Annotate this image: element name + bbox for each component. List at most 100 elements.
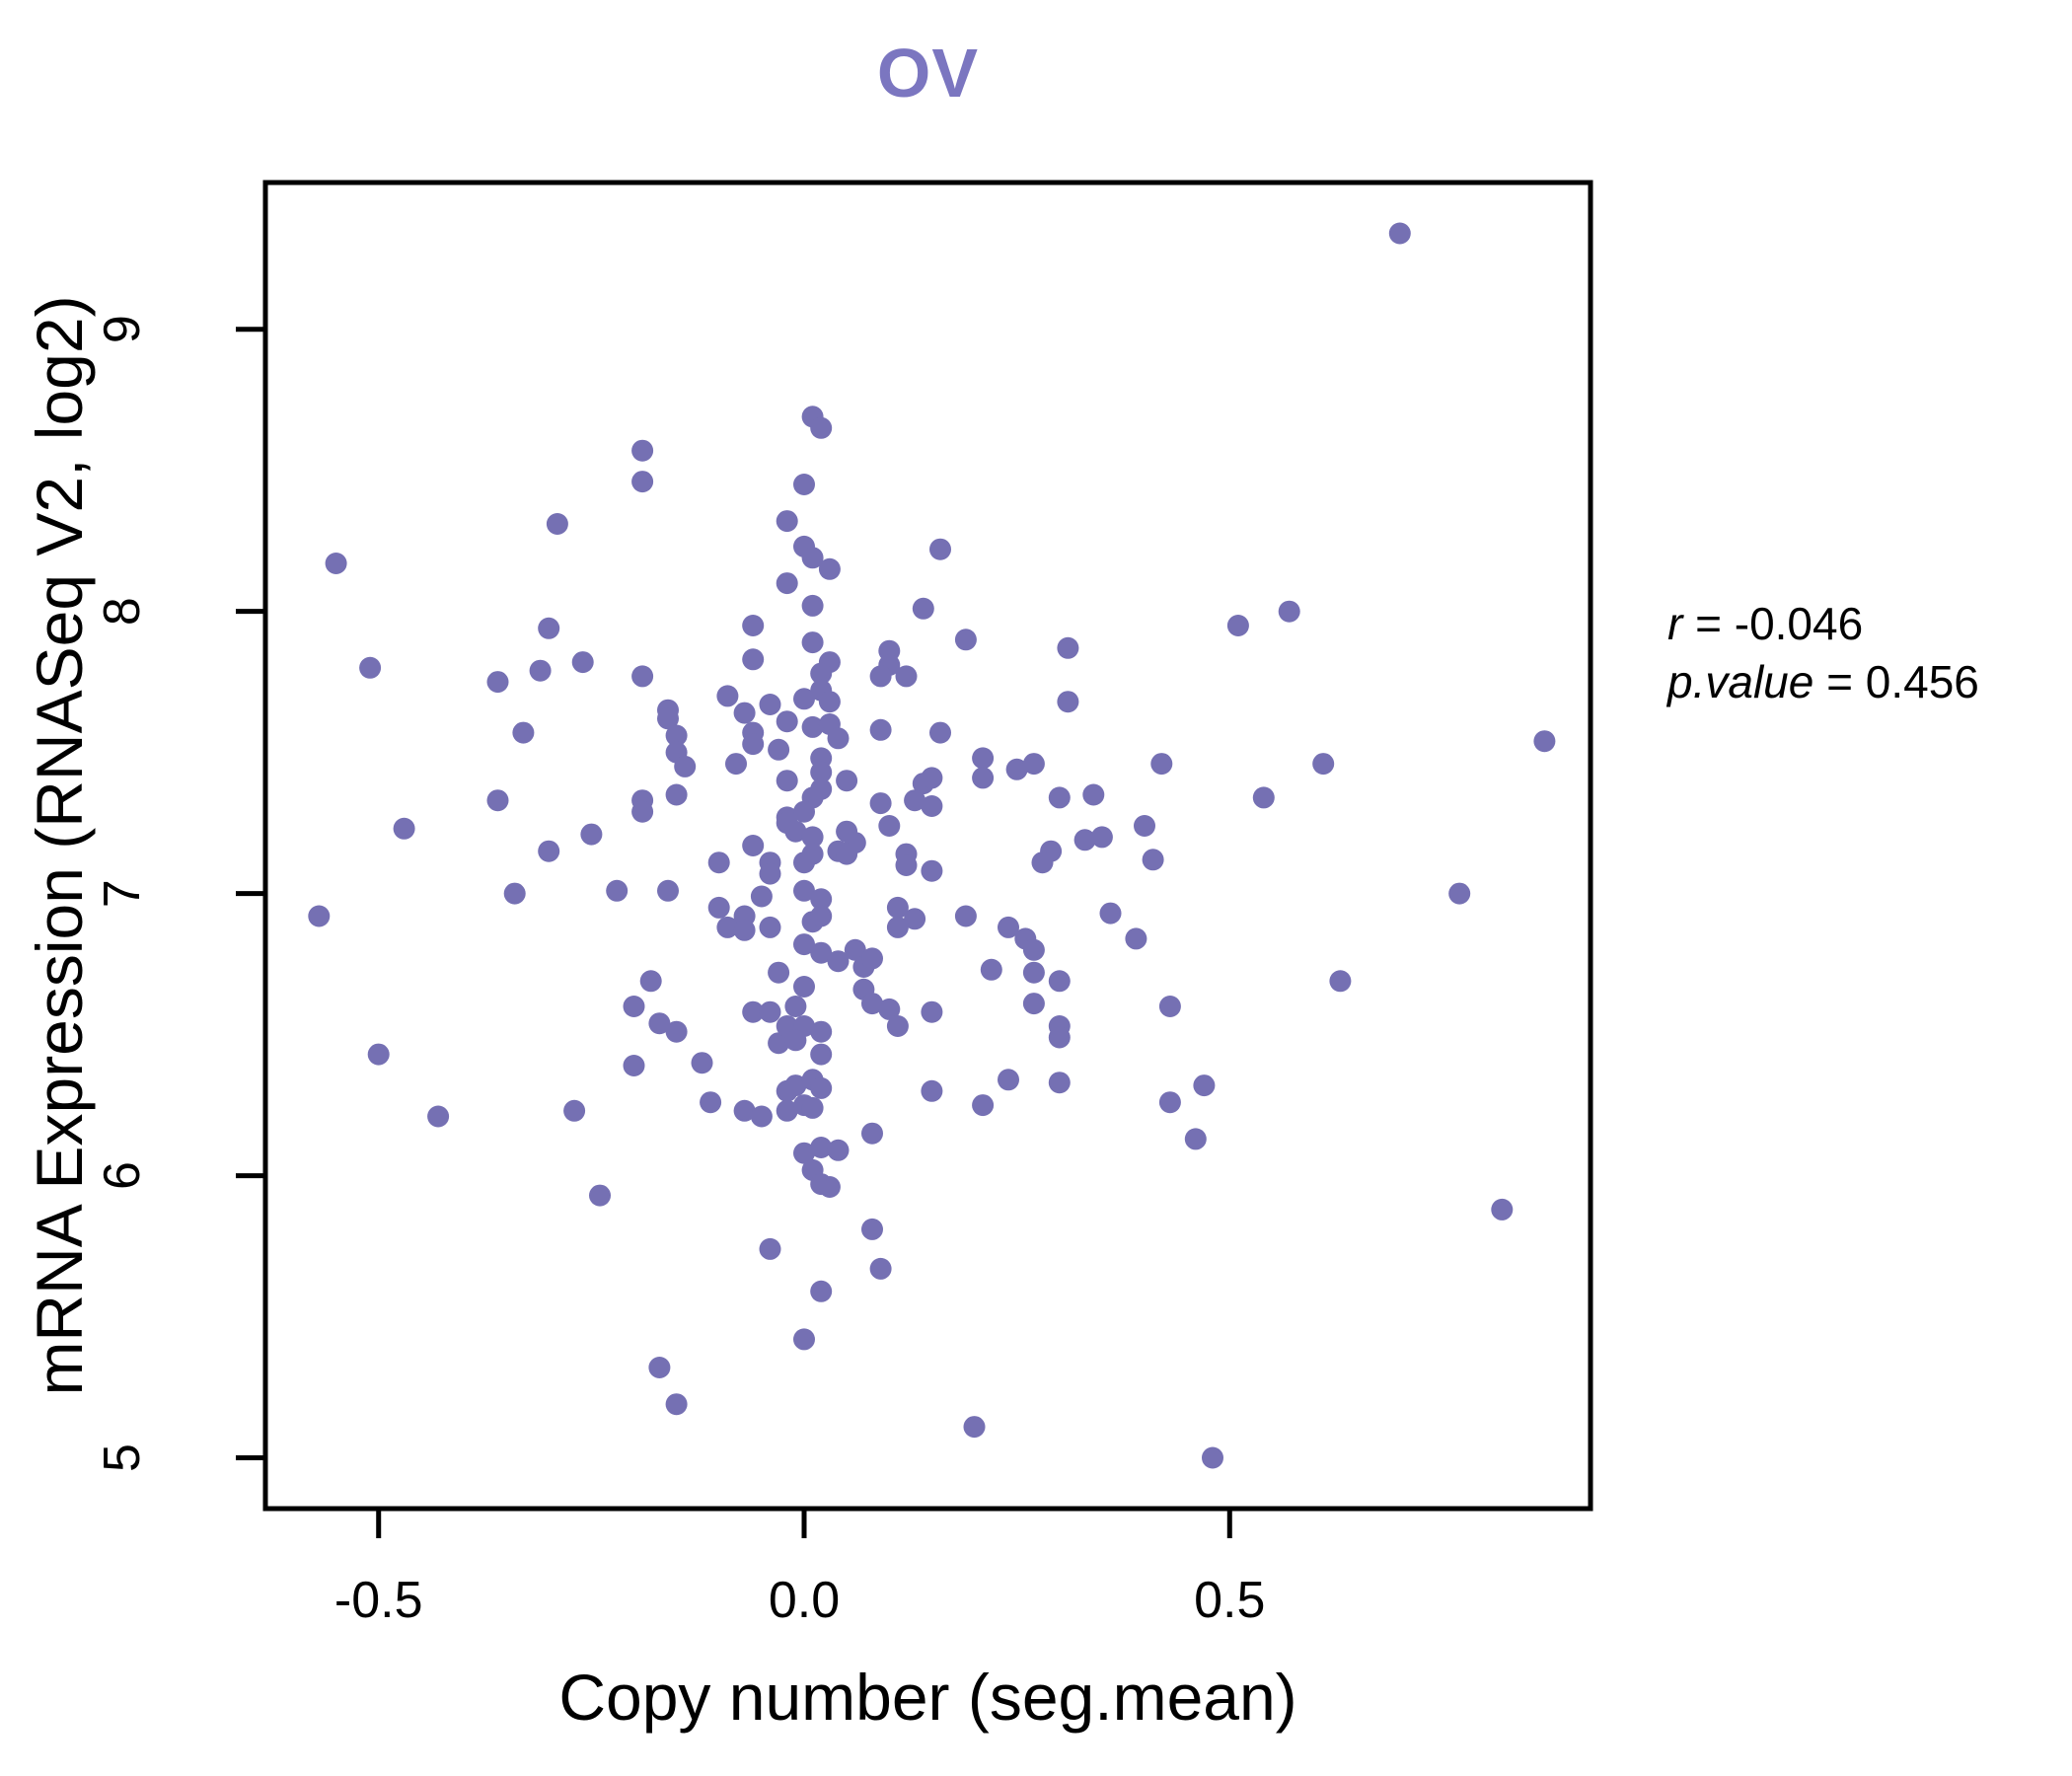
- data-point: [869, 665, 892, 688]
- data-point: [793, 688, 815, 710]
- data-point: [998, 1069, 1019, 1091]
- data-point: [776, 710, 798, 733]
- data-point: [538, 840, 560, 862]
- data-point: [886, 916, 909, 938]
- y-tick-label: 8: [94, 597, 151, 626]
- data-point: [742, 615, 765, 636]
- data-point: [571, 651, 594, 674]
- data-point: [1158, 1091, 1181, 1114]
- data-point: [827, 1139, 850, 1161]
- data-point: [793, 1328, 815, 1351]
- data-point: [750, 885, 773, 908]
- data-point: [1082, 783, 1105, 806]
- data-point: [486, 671, 509, 694]
- data-point: [1312, 753, 1335, 776]
- x-tick-label: 0.0: [769, 1572, 840, 1629]
- data-point: [580, 823, 603, 846]
- data-point: [1278, 600, 1300, 623]
- data-point: [776, 770, 798, 792]
- data-point: [691, 1052, 713, 1074]
- data-point: [954, 629, 977, 651]
- data-point: [657, 879, 679, 902]
- plot-border: [262, 180, 1593, 1512]
- data-point: [972, 1094, 995, 1117]
- data-point: [674, 755, 697, 777]
- data-point: [784, 1074, 807, 1097]
- data-point: [1329, 970, 1352, 993]
- data-point: [886, 896, 909, 919]
- data-point: [716, 685, 739, 707]
- data-point: [810, 662, 833, 685]
- data-point: [768, 738, 790, 761]
- data-point: [954, 905, 977, 927]
- data-point: [972, 767, 995, 789]
- data-point: [1491, 1198, 1514, 1221]
- data-point: [707, 896, 730, 919]
- data-point: [1134, 815, 1155, 837]
- data-point: [776, 572, 798, 595]
- data-point: [503, 882, 526, 905]
- data-point: [818, 557, 841, 580]
- data-point: [1226, 615, 1249, 636]
- data-point: [1057, 636, 1079, 659]
- data-point: [1448, 882, 1471, 905]
- data-point: [810, 1076, 833, 1099]
- data-point: [700, 1091, 722, 1114]
- correlation-annotation: r = -0.046 p.value = 0.456: [1667, 595, 1979, 711]
- data-point: [725, 753, 747, 776]
- data-point: [895, 854, 918, 876]
- data-point: [538, 617, 560, 639]
- data-point: [793, 933, 815, 956]
- y-axis-label: mRNA Expression (RNASeq V2, log2): [23, 295, 96, 1396]
- data-point: [810, 416, 833, 439]
- data-point: [793, 851, 815, 874]
- data-point: [589, 1184, 611, 1207]
- data-point: [427, 1105, 450, 1128]
- data-point: [886, 1015, 909, 1037]
- data-point: [733, 1099, 756, 1122]
- data-point: [768, 1032, 790, 1055]
- data-point: [827, 727, 850, 750]
- data-point: [1090, 826, 1113, 849]
- data-point: [665, 1020, 688, 1043]
- data-point: [921, 1079, 943, 1102]
- data-point: [861, 947, 883, 970]
- data-point: [1388, 222, 1411, 245]
- y-tick-label: 7: [94, 879, 151, 908]
- data-point: [1202, 1446, 1223, 1469]
- data-points: [308, 222, 1556, 1469]
- data-point: [759, 1237, 781, 1260]
- x-tick-label: 0.5: [1194, 1572, 1265, 1629]
- data-point: [878, 815, 901, 837]
- data-point: [1184, 1128, 1207, 1150]
- data-point: [707, 851, 730, 874]
- data-point: [631, 439, 654, 462]
- data-point: [1158, 996, 1181, 1017]
- data-point: [869, 1257, 892, 1280]
- data-point: [793, 976, 815, 998]
- data-point: [1125, 927, 1147, 950]
- data-point: [998, 916, 1019, 938]
- data-point: [759, 916, 781, 938]
- data-point: [801, 594, 824, 617]
- data-point: [606, 879, 629, 902]
- y-tick-label: 9: [94, 315, 151, 343]
- data-point: [776, 1099, 798, 1122]
- data-point: [759, 862, 781, 885]
- data-point: [784, 820, 807, 843]
- data-point: [1022, 938, 1045, 961]
- data-point: [1533, 730, 1556, 753]
- data-point: [623, 996, 645, 1017]
- axis-ticks: -0.5 0.0 0.5 5 6 7 8 9: [94, 315, 1265, 1629]
- data-point: [742, 1000, 765, 1023]
- data-point: [1048, 786, 1071, 809]
- data-point: [486, 789, 509, 812]
- data-point: [895, 665, 918, 688]
- data-point: [657, 707, 679, 730]
- data-point: [972, 747, 995, 770]
- data-point: [793, 1142, 815, 1164]
- data-point: [801, 826, 824, 849]
- data-point: [963, 1416, 986, 1439]
